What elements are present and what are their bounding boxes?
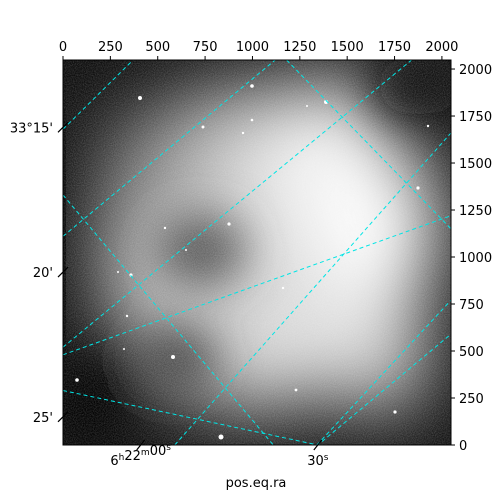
ra-tick-label-0: 6h22m00s [110, 443, 171, 469]
top-tick-label-8: 2000 [425, 40, 458, 55]
dec-tick-label-2: 25' [33, 411, 53, 426]
grid-line-7 [286, 60, 451, 230]
top-tick-label-0: 0 [59, 40, 67, 55]
dec-tick-1 [57, 266, 69, 278]
ra-axis: 6h22m00s 30s [110, 439, 329, 469]
top-tick-label-5: 1250 [283, 40, 316, 55]
grid-line-3 [63, 333, 451, 445]
dec-tick-label-0: 33°15' [10, 121, 53, 136]
grid-line-0 [63, 60, 134, 130]
top-tick-label-7: 1750 [378, 40, 411, 55]
coordinate-grid [63, 60, 451, 445]
grid-line-2 [63, 60, 412, 348]
ra-tick-0 [136, 439, 146, 451]
top-tick-label-2: 500 [145, 40, 170, 55]
x-axis-label: pos.eq.ra [226, 476, 287, 491]
grid-line-5 [63, 194, 274, 445]
right-tick-label-0: 0 [459, 439, 467, 454]
right-tick-label-4: 1000 [459, 251, 492, 266]
dec-tick-0 [57, 121, 69, 133]
stars [75, 84, 430, 440]
ra-tick-label-1: 30s [307, 453, 329, 469]
grid-line-8 [316, 299, 451, 445]
right-tick-label-7: 1750 [459, 110, 492, 125]
plot-frame [62, 59, 452, 446]
dec-tick-label-1: 20' [33, 266, 53, 281]
right-tick-label-8: 2000 [459, 63, 492, 78]
dec-tick-2 [57, 411, 69, 423]
dec-axis: 33°15' 20' 25' [10, 121, 69, 426]
top-tick-label-6: 1500 [331, 40, 364, 55]
top-tick-label-4: 1000 [236, 40, 269, 55]
right-tick-label-1: 250 [459, 392, 484, 407]
grid-line-1 [63, 60, 276, 237]
right-pixel-axis: 0 250 500 750 1000 1250 1500 1750 2000 [451, 63, 492, 454]
ra-tick-1 [313, 439, 323, 451]
top-tick-label-3: 750 [193, 40, 218, 55]
top-tick-label-1: 250 [98, 40, 123, 55]
right-tick-label-3: 750 [459, 298, 484, 313]
right-tick-label-5: 1250 [459, 204, 492, 219]
grid-line-6 [63, 215, 451, 356]
right-tick-label-6: 1500 [459, 157, 492, 172]
top-pixel-axis: 0 250 500 750 1000 1250 1500 1750 2000 [59, 40, 458, 60]
image-area [63, 60, 451, 445]
right-tick-label-2: 500 [459, 345, 484, 360]
